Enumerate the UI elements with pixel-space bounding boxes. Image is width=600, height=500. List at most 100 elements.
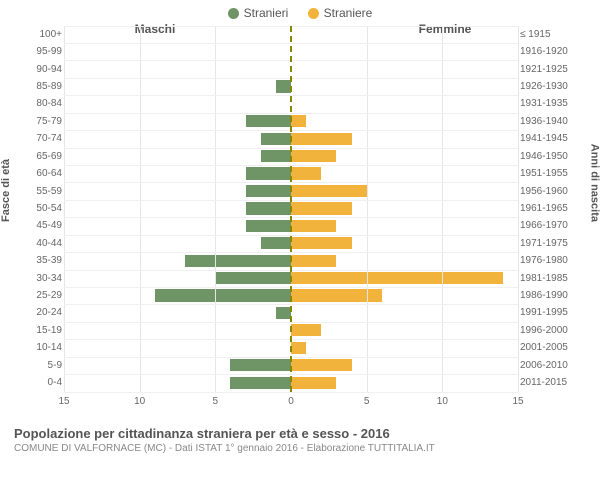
legend-swatch-male: [228, 8, 239, 19]
bar-male: [230, 359, 291, 371]
bar-female: [291, 220, 336, 232]
y-left-label: 30-34: [24, 269, 62, 286]
bar-male: [276, 80, 291, 92]
chart-area: Maschi Femmine Fasce di età Anni di nasc…: [10, 22, 590, 422]
y-right-label: 1961-1965: [520, 200, 576, 217]
bar-male: [246, 167, 291, 179]
legend-item-female: Straniere: [308, 6, 373, 20]
legend-label-female: Straniere: [324, 6, 373, 20]
chart-footer: Popolazione per cittadinanza straniera p…: [0, 422, 600, 454]
bar-female: [291, 289, 382, 301]
bar-female: [291, 150, 336, 162]
legend-swatch-female: [308, 8, 319, 19]
y-right-label: 1971-1975: [520, 235, 576, 252]
bar-male: [246, 220, 291, 232]
bar-female: [291, 377, 336, 389]
y-right-label: 1916-1920: [520, 43, 576, 60]
grid-line: [140, 26, 141, 392]
bar-male: [276, 307, 291, 319]
bar-female: [291, 185, 367, 197]
y-left-label: 45-49: [24, 217, 62, 234]
bar-female: [291, 133, 352, 145]
y-left-label: 5-9: [24, 357, 62, 374]
bar-male: [215, 272, 291, 284]
y-right-label: 1946-1950: [520, 147, 576, 164]
y-right-label: 1941-1945: [520, 130, 576, 147]
y-left-label: 15-19: [24, 322, 62, 339]
bar-male: [230, 377, 291, 389]
bar-male: [261, 237, 291, 249]
y-left-label: 85-89: [24, 78, 62, 95]
grid-line: [64, 26, 65, 392]
y-right-label: 1966-1970: [520, 217, 576, 234]
y-right-label: 1981-1985: [520, 269, 576, 286]
y-left-label: 10-14: [24, 339, 62, 356]
bar-male: [261, 133, 291, 145]
y-left-label: 100+: [24, 26, 62, 43]
y-left-label: 55-59: [24, 182, 62, 199]
footer-subtitle: COMUNE DI VALFORNACE (MC) - Dati ISTAT 1…: [14, 443, 586, 454]
y-axis-left-title: Fasce di età: [0, 159, 12, 222]
x-tick-label: 10: [134, 396, 145, 407]
bar-male: [246, 185, 291, 197]
bar-female: [291, 272, 503, 284]
y-left-label: 90-94: [24, 60, 62, 77]
bar-female: [291, 342, 306, 354]
legend-item-male: Stranieri: [228, 6, 289, 20]
x-tick-label: 5: [364, 396, 370, 407]
y-right-label: 1996-2000: [520, 322, 576, 339]
y-left-label: 40-44: [24, 235, 62, 252]
bar-female: [291, 167, 321, 179]
bar-female: [291, 237, 352, 249]
y-left-label: 0-4: [24, 374, 62, 391]
x-axis: 15105051015: [64, 396, 518, 412]
y-right-label: 2001-2005: [520, 339, 576, 356]
x-tick-label: 10: [437, 396, 448, 407]
footer-title: Popolazione per cittadinanza straniera p…: [14, 426, 586, 441]
y-axis-right-labels: ≤ 19151916-19201921-19251926-19301931-19…: [520, 26, 576, 392]
y-right-label: 1931-1935: [520, 95, 576, 112]
y-axis-left-labels: 100+95-9990-9485-8980-8475-7970-7465-696…: [24, 26, 62, 392]
y-right-label: ≤ 1915: [520, 26, 576, 43]
y-right-label: 1921-1925: [520, 60, 576, 77]
grid-line: [367, 26, 368, 392]
x-tick-label: 0: [288, 396, 294, 407]
y-right-label: 1951-1955: [520, 165, 576, 182]
grid-line: [442, 26, 443, 392]
y-left-label: 65-69: [24, 147, 62, 164]
bar-female: [291, 255, 336, 267]
grid-line: [215, 26, 216, 392]
y-right-label: 1976-1980: [520, 252, 576, 269]
x-tick-label: 5: [213, 396, 219, 407]
y-left-label: 50-54: [24, 200, 62, 217]
legend-label-male: Stranieri: [244, 6, 289, 20]
y-right-label: 1956-1960: [520, 182, 576, 199]
y-right-label: 1986-1990: [520, 287, 576, 304]
y-right-label: 2006-2010: [520, 357, 576, 374]
y-left-label: 75-79: [24, 113, 62, 130]
bar-female: [291, 115, 306, 127]
plot-area: [64, 26, 518, 392]
bar-male: [261, 150, 291, 162]
y-left-label: 20-24: [24, 304, 62, 321]
y-left-label: 95-99: [24, 43, 62, 60]
grid-line: [518, 26, 519, 392]
ygrid-line: [64, 392, 518, 393]
bar-male: [185, 255, 291, 267]
y-left-label: 70-74: [24, 130, 62, 147]
bar-female: [291, 324, 321, 336]
x-tick-label: 15: [512, 396, 523, 407]
bar-female: [291, 359, 352, 371]
x-tick-label: 15: [58, 396, 69, 407]
bar-male: [155, 289, 291, 301]
y-axis-right-title: Anni di nascita: [588, 143, 600, 221]
y-left-label: 35-39: [24, 252, 62, 269]
y-left-label: 80-84: [24, 95, 62, 112]
y-left-label: 25-29: [24, 287, 62, 304]
y-right-label: 1926-1930: [520, 78, 576, 95]
y-right-label: 2011-2015: [520, 374, 576, 391]
bar-male: [246, 202, 291, 214]
bar-male: [246, 115, 291, 127]
y-left-label: 60-64: [24, 165, 62, 182]
bar-female: [291, 202, 352, 214]
